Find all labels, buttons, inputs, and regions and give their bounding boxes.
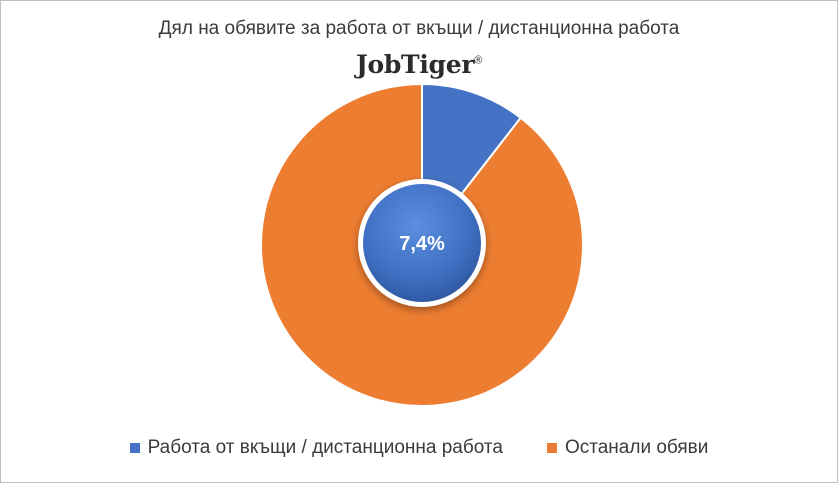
chart-title: Дял на обявите за работа от вкъщи / дист… (158, 18, 680, 39)
logo-text: JobTiger (355, 50, 475, 79)
registered-mark: ® (474, 54, 483, 67)
legend-label-other: Останали обяви (564, 437, 709, 458)
legend-item-other: Останали обяви (546, 437, 709, 459)
center-badge: 7,4% (358, 179, 486, 307)
center-value-label: 7,4% (399, 233, 445, 255)
legend: Работа от вкъщи / дистанционна работа Ос… (0, 437, 838, 459)
jobtiger-logo: JobTiger® (0, 50, 838, 79)
legend-swatch-remote (129, 443, 140, 453)
legend-label-remote: Работа от вкъщи / дистанционна работа (147, 437, 503, 458)
center-badge-fill (363, 184, 481, 302)
legend-item-remote: Работа от вкъщи / дистанционна работа (129, 437, 503, 459)
legend-swatch-other (546, 443, 557, 453)
